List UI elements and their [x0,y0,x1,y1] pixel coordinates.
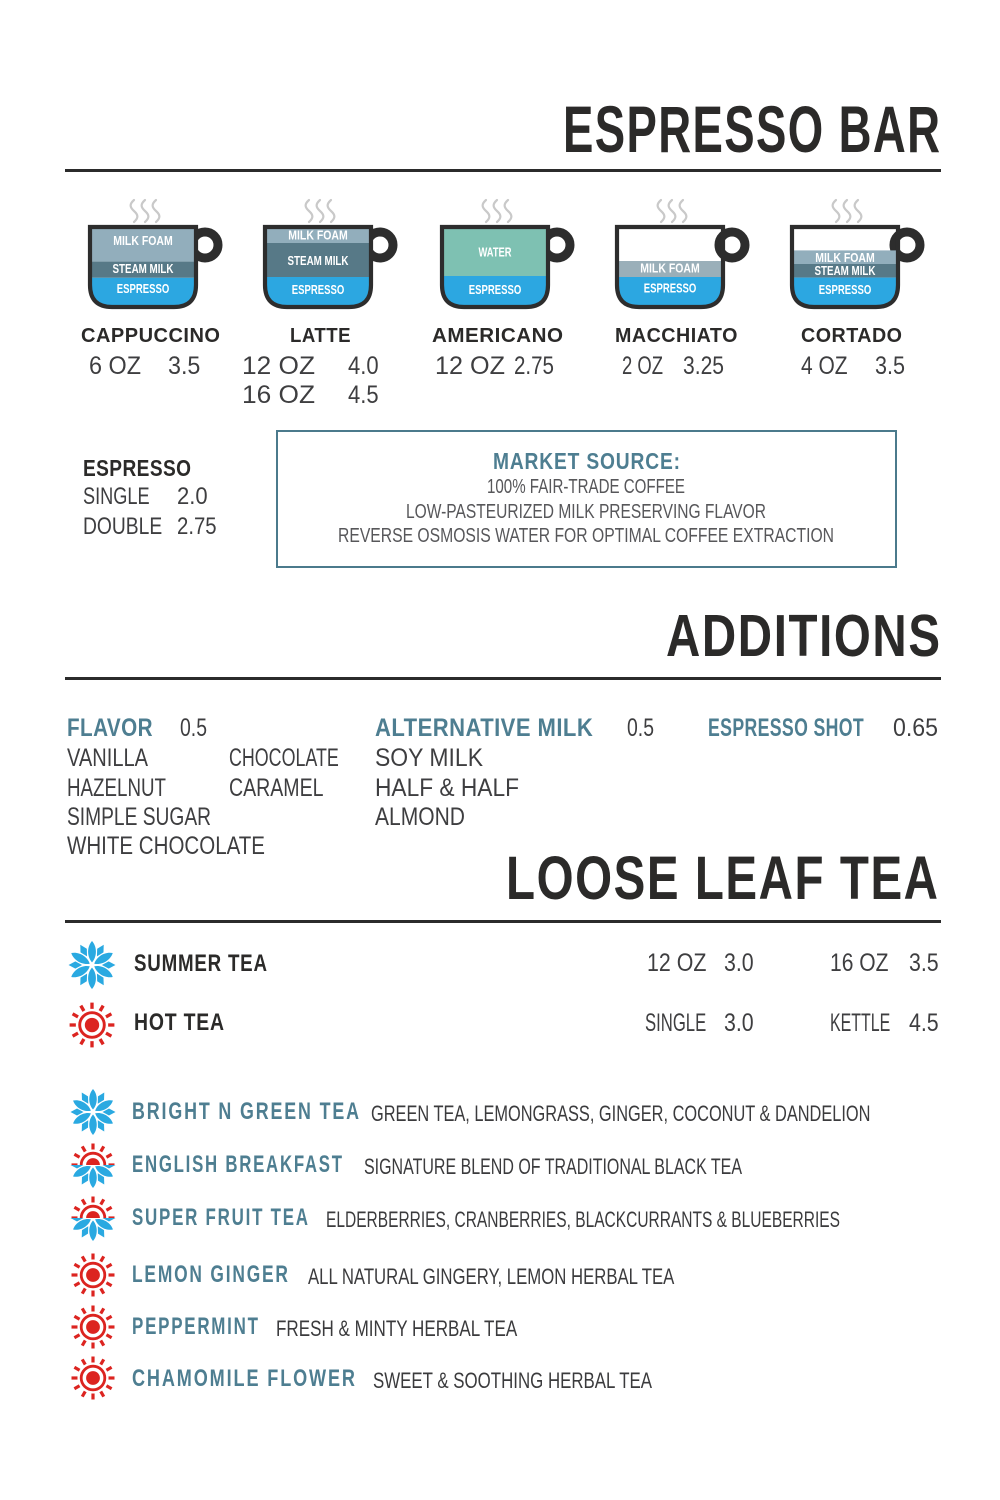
svg-text:ESPRESSO: ESPRESSO [292,282,345,297]
svg-text:MILK FOAM: MILK FOAM [815,250,875,265]
svg-text:STEAM MILK: STEAM MILK [288,253,349,268]
svg-text:ESPRESSO: ESPRESSO [117,281,170,296]
svg-text:MILK FOAM: MILK FOAM [640,260,700,275]
svg-text:ESPRESSO: ESPRESSO [644,280,697,295]
svg-text:ESPRESSO: ESPRESSO [819,282,872,297]
svg-text:STEAM MILK: STEAM MILK [113,261,174,276]
svg-text:WATER: WATER [479,244,512,259]
svg-text:MILK FOAM: MILK FOAM [288,228,348,243]
svg-text:MILK FOAM: MILK FOAM [113,233,173,248]
svg-text:ESPRESSO: ESPRESSO [469,282,522,297]
svg-text:STEAM MILK: STEAM MILK [815,263,876,278]
